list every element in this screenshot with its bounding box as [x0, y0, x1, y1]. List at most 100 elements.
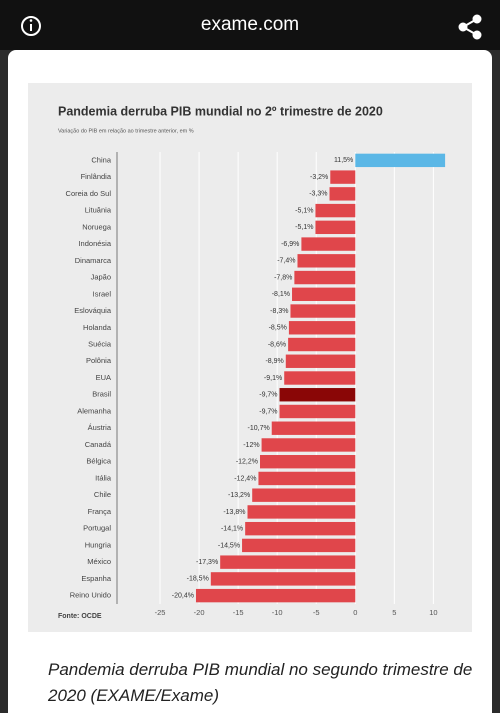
value-label: -8,6% [268, 341, 286, 348]
category-label: México [87, 557, 111, 566]
value-label: -9,1% [264, 375, 282, 382]
bar [288, 337, 356, 352]
value-label: -8,3% [270, 308, 288, 315]
bar-icons [21, 14, 482, 40]
chart-title: Pandemia derruba PIB mundial no 2º trime… [58, 104, 383, 118]
bar [284, 371, 356, 385]
bar [288, 321, 356, 335]
x-tick-label: 5 [392, 608, 396, 617]
category-label: Lituânia [85, 206, 112, 215]
bar [252, 488, 356, 502]
value-label: -10,7% [248, 425, 270, 432]
value-label: -8,5% [269, 325, 287, 332]
value-label: -12,2% [236, 459, 258, 466]
category-label: Itália [95, 473, 112, 482]
category-label: Japão [91, 273, 111, 282]
bar [329, 187, 356, 201]
value-label: -20,4% [172, 592, 194, 599]
value-label: -12,4% [234, 475, 256, 482]
value-label: -6,9% [281, 241, 299, 248]
bar [279, 404, 356, 419]
value-label: -12% [243, 442, 259, 449]
bar [330, 170, 356, 184]
bar [258, 471, 356, 486]
x-tick-label: -25 [155, 608, 166, 617]
bar [297, 254, 356, 268]
bar [315, 203, 356, 218]
bar [285, 354, 356, 368]
bar [294, 270, 356, 285]
bar [261, 438, 356, 452]
bar [220, 555, 356, 569]
share-button[interactable] [458, 14, 482, 40]
chart-source: Fonte: OCDE [58, 613, 102, 620]
category-label: Coreia do Sul [66, 189, 112, 198]
value-label: -18,5% [187, 576, 209, 583]
browser-bar: exame.com [0, 0, 500, 50]
category-label: EUA [96, 373, 111, 382]
bar [260, 455, 356, 469]
value-label: -14,1% [221, 526, 243, 533]
value-label: -9,7% [259, 392, 277, 399]
category-label: Canadá [85, 440, 112, 449]
value-label: -3,2% [310, 174, 328, 181]
value-label: -17,3% [196, 559, 218, 566]
value-label: -5,1% [295, 207, 313, 214]
value-label: -7,8% [274, 274, 292, 281]
category-label: China [91, 155, 111, 164]
category-label: Indonésia [78, 239, 111, 248]
x-tick-label: 10 [429, 608, 437, 617]
bar [355, 153, 446, 168]
value-label: 11,5% [334, 157, 353, 164]
bar [301, 237, 356, 251]
bar [242, 538, 356, 553]
category-label: Suécia [88, 340, 112, 349]
bar [290, 304, 356, 318]
category-label: Bélgica [86, 457, 111, 466]
bar [315, 220, 356, 235]
category-label: Chile [94, 490, 111, 499]
value-label: -7,4% [277, 258, 295, 265]
bar [292, 287, 356, 301]
category-label: França [88, 507, 112, 516]
bar [245, 521, 356, 536]
value-label: -5,1% [295, 224, 313, 231]
value-label: -13,8% [223, 509, 245, 516]
category-label: Dinamarca [75, 256, 112, 265]
chart-subtitle: Variação do PIB em relação ao trimestre … [58, 128, 194, 134]
category-label: Holanda [83, 323, 112, 332]
category-label: Polônia [86, 356, 112, 365]
category-label: Hungria [85, 540, 112, 549]
x-tick-label: 0 [353, 608, 357, 617]
bar [210, 572, 356, 586]
category-label: Noruega [82, 222, 112, 231]
value-label: -9,7% [259, 408, 277, 415]
x-tick-label: -10 [272, 608, 283, 617]
chart: Pandemia derruba PIB mundial no 2º trime… [28, 83, 472, 632]
bar [247, 505, 356, 519]
x-tick-label: -5 [313, 608, 320, 617]
bar [271, 421, 356, 435]
category-label: Finlândia [81, 172, 112, 181]
category-label: Alemanha [77, 406, 112, 415]
value-label: -13,2% [228, 492, 250, 499]
x-tick-label: -15 [233, 608, 244, 617]
x-tick-label: -20 [194, 608, 205, 617]
value-label: -8,1% [272, 291, 290, 298]
category-label: Espanha [81, 574, 111, 583]
bar [279, 388, 356, 402]
caption: Pandemia derruba PIB mundial no segundo … [48, 660, 473, 705]
category-label: Eslováquia [74, 306, 112, 315]
value-label: -14,5% [218, 542, 240, 549]
info-button[interactable] [21, 16, 41, 36]
category-label: Áustria [88, 423, 112, 432]
value-label: -3,3% [309, 191, 327, 198]
domain[interactable]: exame.com [200, 14, 300, 35]
value-label: -8,9% [265, 358, 283, 365]
category-label: Israel [93, 289, 112, 298]
category-label: Portugal [83, 524, 111, 533]
category-label: Brasil [92, 390, 111, 399]
bar [195, 588, 356, 603]
category-label: Reino Unido [70, 591, 111, 600]
